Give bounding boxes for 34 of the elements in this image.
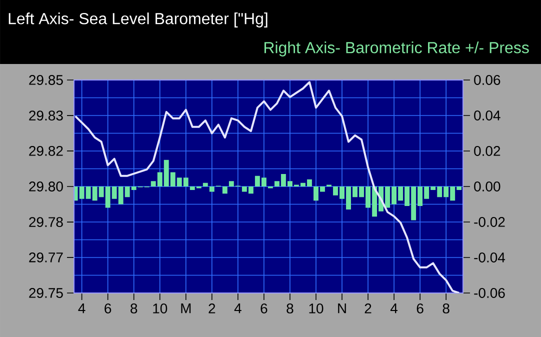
y-tick-label: 29.80 (29, 182, 63, 192)
y-tick-label: 29.83 (29, 110, 63, 121)
y2-tick-label: -0.06 (474, 288, 505, 298)
bar (209, 186, 214, 192)
y2-tick-label: 0.00 (474, 182, 500, 192)
x-tick-label: 10 (153, 304, 168, 314)
bar (202, 182, 208, 186)
x-tick-label: 2 (364, 304, 372, 314)
x-tick-label: 4 (78, 304, 86, 314)
x-tick-label: 4 (390, 304, 398, 314)
y2-tick-label: -0.02 (474, 217, 505, 227)
x-tick-label: 8 (286, 304, 294, 314)
x-tick-label: M (181, 304, 191, 314)
x-tick-label: 8 (442, 304, 450, 314)
x-tick-label: N (338, 304, 346, 314)
y2-tick-label: 0.02 (474, 146, 500, 156)
y-tick-label: 29.82 (29, 146, 63, 156)
y-tick-label: 29.78 (29, 217, 63, 228)
y2-tick-label: -0.04 (474, 252, 506, 262)
x-tick-label: 2 (208, 304, 216, 314)
x-tick-label: 8 (130, 304, 138, 314)
y-tick-label: 29.75 (29, 288, 63, 298)
y-tick-label: 29.77 (29, 252, 63, 262)
chart-subtitle: Right Axis- Barometric Rate +/- Press (264, 42, 529, 56)
x-tick-label: 6 (416, 304, 424, 314)
x-tick-label: 6 (104, 304, 112, 314)
x-tick-label: 6 (260, 304, 268, 314)
bar (222, 186, 228, 194)
x-tick-label: 4 (234, 304, 242, 314)
y-tick-label: 29.85 (29, 75, 63, 85)
chart-title: Left Axis- Sea Level Barometer ["Hg] (8, 12, 268, 28)
x-tick-label: 10 (309, 304, 324, 314)
y2-tick-label: 0.06 (474, 75, 500, 85)
y2-tick-label: 0.04 (474, 110, 500, 120)
